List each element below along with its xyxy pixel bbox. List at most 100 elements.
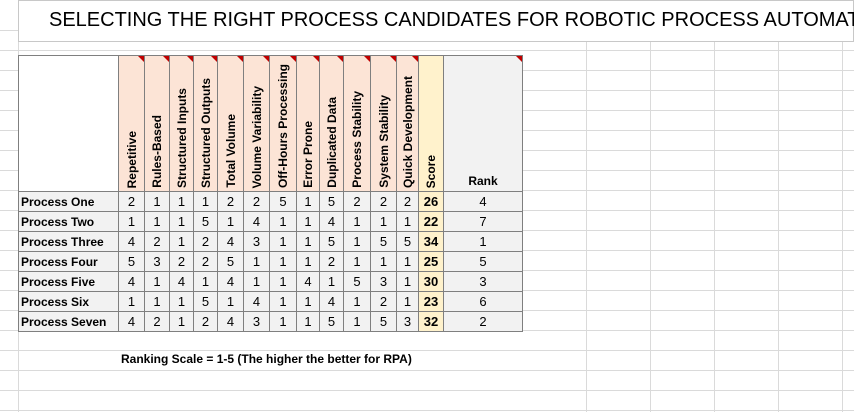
score-cell: 1 [396, 211, 419, 232]
score-cell: 2 [144, 311, 170, 332]
gridline [842, 0, 843, 412]
rank-cell: 7 [443, 211, 523, 232]
score-cell: 1 [343, 311, 371, 332]
criteria-header: Process Stability [343, 55, 371, 192]
comment-marker [187, 56, 193, 62]
criteria-label: Rules-Based [150, 115, 164, 188]
score-cell: 4 [217, 311, 244, 332]
process-name: Process Seven [18, 311, 119, 332]
score-cell: 1 [169, 311, 194, 332]
criteria-label: Total Volume [223, 114, 238, 188]
total-score: 30 [418, 271, 444, 292]
score-cell: 4 [319, 211, 344, 232]
score-cell: 1 [343, 251, 371, 272]
comment-marker [163, 56, 169, 62]
score-cell: 1 [396, 251, 419, 272]
criteria-label: Quick Development [400, 75, 415, 188]
score-cell: 5 [269, 191, 297, 212]
comment-marker [412, 56, 418, 62]
score-cell: 5 [193, 291, 218, 312]
score-cell: 5 [217, 251, 244, 272]
score-cell: 1 [118, 291, 145, 312]
score-cell: 2 [217, 191, 244, 212]
score-cell: 1 [269, 271, 297, 292]
score-cell: 5 [343, 271, 371, 292]
score-cell: 1 [269, 211, 297, 232]
score-cell: 4 [118, 231, 145, 252]
gridline [650, 0, 651, 412]
process-name: Process One [18, 191, 119, 212]
score-cell: 4 [296, 271, 320, 292]
header-blank [18, 55, 119, 192]
score-cell: 3 [243, 231, 270, 252]
score-cell: 4 [169, 271, 194, 292]
comment-marker [364, 56, 370, 62]
gridline [778, 0, 779, 412]
score-cell: 1 [243, 271, 270, 292]
criteria-header: Quick Development [396, 55, 419, 192]
comment-marker [211, 56, 217, 62]
comment-marker [337, 56, 343, 62]
score-cell: 5 [319, 191, 344, 212]
comment-marker [313, 56, 319, 62]
total-score: 22 [418, 211, 444, 232]
criteria-header: Total Volume [217, 55, 244, 192]
rank-cell: 2 [443, 311, 523, 332]
score-cell: 2 [193, 251, 218, 272]
score-cell: 1 [144, 211, 170, 232]
score-cell: 1 [296, 211, 320, 232]
rank-cell: 6 [443, 291, 523, 312]
score-cell: 1 [118, 211, 145, 232]
score-cell: 5 [319, 311, 344, 332]
score-cell: 2 [319, 251, 344, 272]
score-cell: 1 [370, 251, 397, 272]
score-cell: 5 [396, 231, 419, 252]
gridline [586, 0, 587, 412]
score-cell: 1 [269, 311, 297, 332]
total-score: 32 [418, 311, 444, 332]
score-cell: 2 [370, 191, 397, 212]
score-cell: 1 [217, 291, 244, 312]
score-cell: 2 [193, 231, 218, 252]
score-cell: 2 [169, 251, 194, 272]
score-cell: 2 [193, 311, 218, 332]
criteria-header: Repetitive [118, 55, 145, 192]
criteria-label: Duplicated Data [324, 97, 339, 188]
comment-marker [390, 56, 396, 62]
comment-marker [138, 56, 144, 62]
criteria-label: Structured Outputs [198, 78, 213, 188]
criteria-label: Error Prone [301, 121, 315, 188]
score-cell: 1 [296, 251, 320, 272]
total-score: 34 [418, 231, 444, 252]
score-cell: 1 [144, 271, 170, 292]
score-cell: 2 [118, 191, 145, 212]
score-cell: 1 [269, 291, 297, 312]
score-cell: 1 [144, 291, 170, 312]
criteria-header: Off-Hours Processing [269, 55, 297, 192]
criteria-label: Volume Variability [249, 85, 264, 188]
title: SELECTING THE RIGHT PROCESS CANDIDATES F… [49, 9, 854, 31]
comment-marker [290, 56, 296, 62]
score-cell: 1 [296, 311, 320, 332]
score-cell: 3 [243, 311, 270, 332]
score-cell: 1 [193, 191, 218, 212]
score-cell: 4 [319, 291, 344, 312]
note: Ranking Scale = 1-5 (The higher the bett… [121, 352, 412, 366]
score-cell: 1 [370, 211, 397, 232]
score-cell: 5 [319, 231, 344, 252]
score-cell: 1 [269, 231, 297, 252]
title-cell: SELECTING THE RIGHT PROCESS CANDIDATES F… [18, 0, 854, 42]
score-cell: 1 [343, 211, 371, 232]
rank-cell: 3 [443, 271, 523, 292]
score-cell: 1 [319, 271, 344, 292]
criteria-header: Rules-Based [144, 55, 170, 192]
score-cell: 5 [370, 231, 397, 252]
score-cell: 5 [370, 311, 397, 332]
comment-marker [237, 56, 243, 62]
criteria-label: Structured Inputs [174, 87, 189, 188]
score-cell: 4 [243, 211, 270, 232]
score-cell: 1 [243, 251, 270, 272]
score-header: Score [418, 55, 444, 192]
rank-cell: 4 [443, 191, 523, 212]
score-cell: 3 [144, 251, 170, 272]
